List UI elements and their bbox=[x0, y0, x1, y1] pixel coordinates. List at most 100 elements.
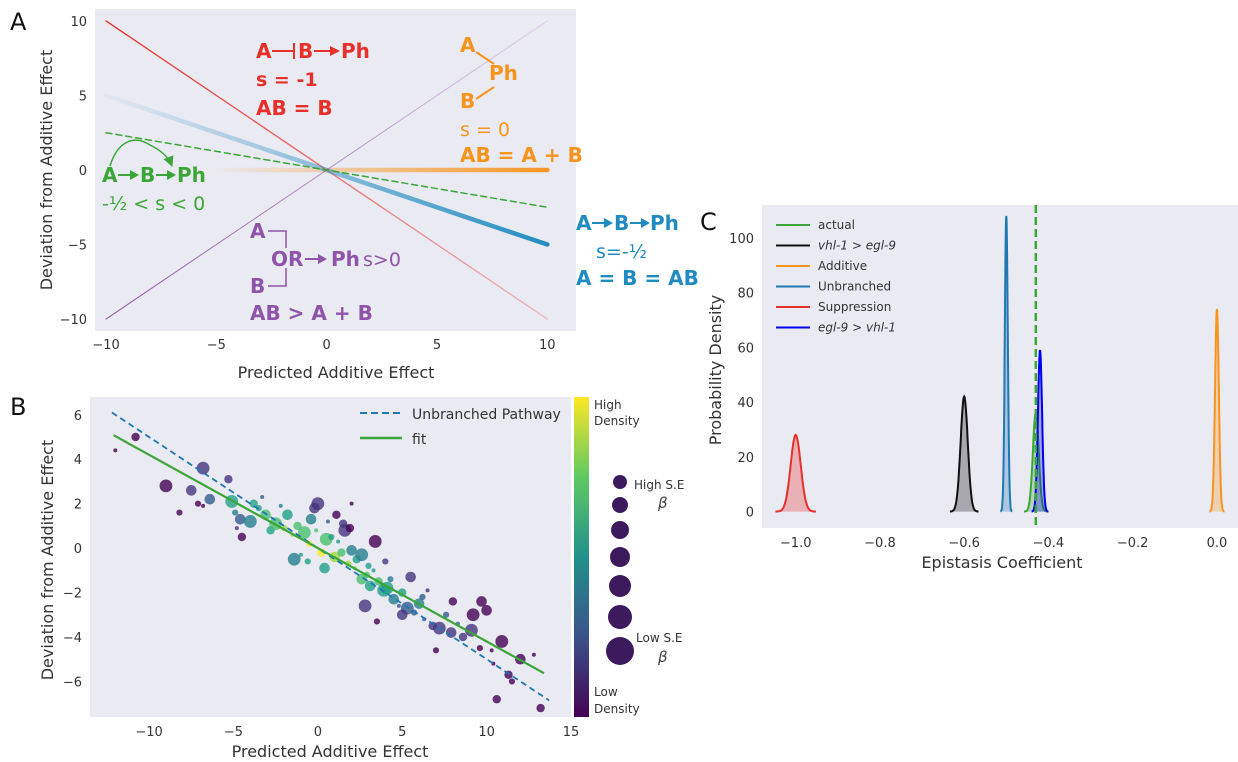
data-point bbox=[298, 552, 303, 557]
panel-label-c: C bbox=[700, 208, 717, 236]
data-point bbox=[531, 652, 536, 657]
density-fill bbox=[949, 396, 979, 512]
y-tick-label: 60 bbox=[737, 341, 754, 356]
x-tick-label: −5 bbox=[207, 338, 226, 353]
panel-b-lines bbox=[111, 411, 550, 702]
x-tick-label: −0.6 bbox=[948, 536, 980, 551]
diagram-node: B bbox=[140, 163, 155, 187]
data-point bbox=[201, 503, 206, 508]
data-point bbox=[185, 485, 197, 496]
legend-unbranched-pathway: Unbranched Pathway bbox=[412, 407, 561, 423]
panel-b-xlabel: Predicted Additive Effect bbox=[232, 742, 429, 761]
density-curve bbox=[949, 394, 979, 513]
data-point bbox=[237, 532, 247, 542]
data-point bbox=[196, 461, 210, 475]
y-tick-label: 80 bbox=[737, 287, 754, 302]
data-point bbox=[371, 568, 376, 573]
annotation-additive: A Ph B s = 0 AB = A + B bbox=[460, 33, 583, 167]
y-tick-label: −2 bbox=[63, 587, 82, 602]
x-tick-label: 5 bbox=[398, 725, 406, 740]
y-tick-label: 100 bbox=[729, 232, 754, 247]
legend-label: actual bbox=[818, 218, 855, 232]
annotation-branched: A B Ph -½ < s < 0 bbox=[102, 139, 206, 215]
data-point bbox=[382, 558, 389, 565]
data-point bbox=[337, 548, 346, 557]
diagram-node: Ph bbox=[650, 211, 679, 235]
annotation-s: -½ < s < 0 bbox=[102, 193, 205, 215]
data-point bbox=[476, 596, 487, 607]
data-point bbox=[495, 635, 509, 648]
data-point bbox=[249, 499, 258, 508]
panel-b-ticks: −10 −5 0 5 10 15 −6 −4 −2 0 2 4 6 bbox=[63, 409, 579, 740]
diagram-node: A bbox=[250, 219, 266, 243]
diagram-node: A bbox=[460, 33, 476, 57]
diagram-node: B bbox=[250, 274, 265, 298]
legend-label: Unbranched bbox=[818, 280, 891, 294]
data-point bbox=[176, 509, 183, 516]
data-point bbox=[345, 523, 355, 533]
data-point bbox=[355, 548, 369, 562]
annotation-result: AB > A + B bbox=[250, 301, 373, 325]
x-tick-label: −10 bbox=[135, 725, 162, 740]
panel-a-xlabel: Predicted Additive Effect bbox=[238, 363, 435, 382]
data-point bbox=[328, 533, 335, 541]
panel-c-ticks: −1.0 −0.8 −0.6 −0.4 −0.2 0.0 0 20 40 60 80 100 bbox=[729, 232, 1227, 551]
x-tick-label: −0.8 bbox=[864, 536, 896, 551]
panel-a-chart: −10 −5 0 5 10 −10 −5 0 5 10 Predicted Additive Ef… bbox=[37, 9, 699, 382]
x-tick-label: 0 bbox=[314, 725, 322, 740]
data-point bbox=[419, 593, 426, 601]
data-point bbox=[159, 479, 173, 493]
colorbar-low-label-2: Density bbox=[594, 702, 640, 716]
data-point bbox=[396, 603, 401, 608]
data-point bbox=[278, 503, 283, 508]
annotation-s: s = 0 bbox=[460, 119, 510, 141]
y-tick-label: −6 bbox=[63, 675, 82, 690]
x-tick-label: 5 bbox=[433, 338, 441, 353]
panel-a-ylabel: Deviation from Additive Effect bbox=[37, 50, 56, 291]
diagram-node: Ph bbox=[341, 39, 370, 63]
annotation-s: s=-½ bbox=[596, 241, 647, 263]
x-tick-label: −0.2 bbox=[1117, 536, 1149, 551]
panel-c-xlabel: Epistasis Coefficient bbox=[921, 553, 1082, 572]
data-point bbox=[466, 608, 480, 622]
data-point bbox=[234, 513, 246, 525]
panel-b-chart: −10 −5 0 5 10 15 −6 −4 −2 0 2 4 6 Unbranched Pathway… bbox=[38, 397, 684, 761]
y-tick-label: −5 bbox=[68, 239, 87, 254]
size-legend-circle bbox=[610, 547, 630, 567]
y-tick-label: −10 bbox=[60, 313, 87, 328]
data-point bbox=[260, 495, 265, 499]
annotation-result: A = B = AB bbox=[576, 266, 699, 290]
density-curve bbox=[775, 433, 817, 513]
data-point bbox=[338, 519, 348, 528]
diagram-node: A bbox=[102, 163, 118, 187]
diagram-node: A bbox=[576, 211, 592, 235]
data-point bbox=[282, 509, 293, 521]
diagram-node: OR bbox=[271, 247, 303, 271]
data-point bbox=[405, 571, 416, 583]
annotation-s: s = -1 bbox=[256, 69, 318, 91]
size-legend-high-label: High S.E bbox=[634, 478, 684, 492]
data-point bbox=[387, 576, 394, 583]
x-tick-label: −5 bbox=[224, 725, 243, 740]
size-legend-circle bbox=[606, 637, 634, 665]
data-point bbox=[396, 609, 408, 621]
data-point bbox=[243, 515, 257, 528]
size-legend-circle bbox=[609, 575, 631, 597]
legend-label: vhl-1 > egl-9 bbox=[818, 239, 896, 253]
y-tick-label: 0 bbox=[746, 506, 754, 521]
y-tick-label: 6 bbox=[74, 409, 82, 424]
colorbar-high-label: High bbox=[594, 398, 622, 412]
data-point bbox=[346, 545, 357, 556]
x-tick-label: −10 bbox=[92, 338, 119, 353]
size-legend-circle bbox=[613, 475, 627, 489]
annotation-synthetic: A OR Ph s>0 B AB > A + B bbox=[250, 219, 401, 325]
data-point bbox=[373, 618, 381, 625]
y-tick-label: 4 bbox=[74, 453, 82, 468]
data-point bbox=[536, 703, 545, 713]
data-point bbox=[204, 493, 216, 505]
data-point bbox=[255, 505, 262, 512]
density-fill bbox=[1209, 309, 1225, 512]
data-point bbox=[336, 539, 341, 544]
size-legend: High S.E β Low S.E β bbox=[606, 475, 684, 666]
density-colorbar bbox=[574, 397, 589, 717]
